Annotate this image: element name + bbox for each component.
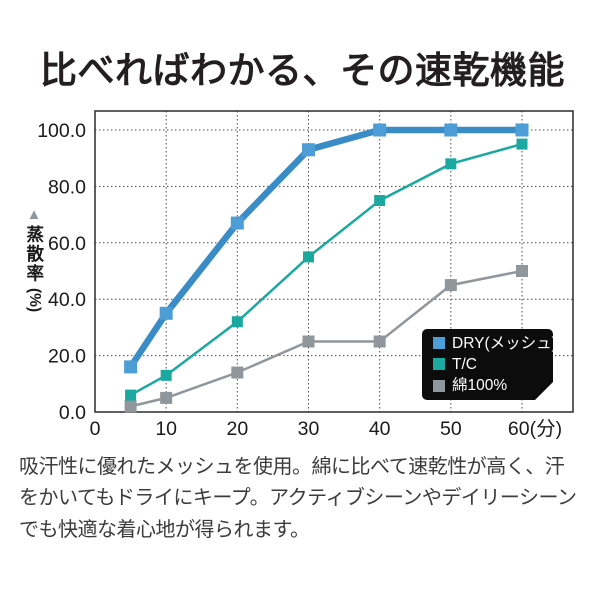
x-tick-label: 40 [369, 418, 391, 440]
legend-item-1: T/C [433, 356, 553, 373]
legend-swatch [433, 337, 445, 349]
series-marker-DRY(メッシュ) [159, 306, 173, 320]
series-marker-DRY(メッシュ) [444, 123, 458, 137]
series-marker-綿100% [124, 400, 137, 413]
y-tick-label: 0.0 [59, 402, 86, 424]
series-marker-綿100% [231, 366, 244, 379]
y-axis-title-text: 蒸散率 [24, 225, 45, 284]
x-tick-label: 20 [226, 418, 248, 440]
series-marker-綿100% [302, 335, 315, 348]
series-marker-綿100% [160, 391, 173, 404]
series-marker-DRY(メッシュ) [373, 123, 387, 137]
legend-label: 綿100% [452, 377, 508, 395]
series-marker-T/C [160, 369, 172, 381]
legend-label: T/C [452, 355, 477, 373]
series-marker-DRY(メッシュ) [302, 143, 315, 157]
legend-item-0: DRY(メッシュ) [433, 335, 553, 352]
x-tick-label: 10 [155, 418, 177, 440]
legend-label: DRY(メッシュ) [452, 334, 557, 352]
series-marker-DRY(メッシュ) [515, 123, 529, 137]
up-triangle-icon: ▲ [26, 206, 42, 223]
plot-border [94, 110, 574, 413]
y-tick-label: 60.0 [48, 233, 86, 255]
y-axis-title: ▲ 蒸散率 (%) [16, 207, 52, 312]
x-tick-label: 60(分) [508, 418, 562, 440]
series-marker-T/C [445, 158, 457, 170]
series-marker-T/C [231, 316, 243, 328]
series-marker-T/C [516, 138, 528, 150]
page-title: 比べればわかる、その速乾機能 [40, 50, 565, 91]
series-marker-DRY(メッシュ) [230, 216, 244, 230]
series-marker-綿100% [373, 335, 386, 348]
x-tick-label: 0 [90, 418, 101, 440]
legend: DRY(メッシュ) T/C 綿100% [422, 329, 553, 400]
legend-item-2: 綿100% [433, 377, 553, 394]
x-tick-label: 50 [440, 418, 462, 440]
legend-swatch [433, 380, 445, 392]
y-tick-label: 20.0 [48, 346, 86, 368]
legend-swatch [433, 358, 445, 370]
series-marker-T/C [125, 389, 137, 401]
series-marker-T/C [303, 251, 314, 263]
y-tick-label: 80.0 [48, 176, 86, 198]
x-tick-label: 30 [298, 418, 320, 440]
y-tick-label: 100.0 [37, 120, 86, 142]
series-marker-綿100% [444, 279, 457, 292]
series-marker-DRY(メッシュ) [124, 360, 138, 374]
y-tick-label: 40.0 [48, 289, 86, 311]
caption-text: 吸汗性に優れたメッシュを使用。綿に比べて速乾性が高く、汗をかいてもドライにキープ… [19, 456, 577, 541]
series-marker-綿100% [516, 265, 528, 277]
y-axis-unit: (%) [25, 287, 43, 312]
series-marker-T/C [374, 195, 386, 206]
